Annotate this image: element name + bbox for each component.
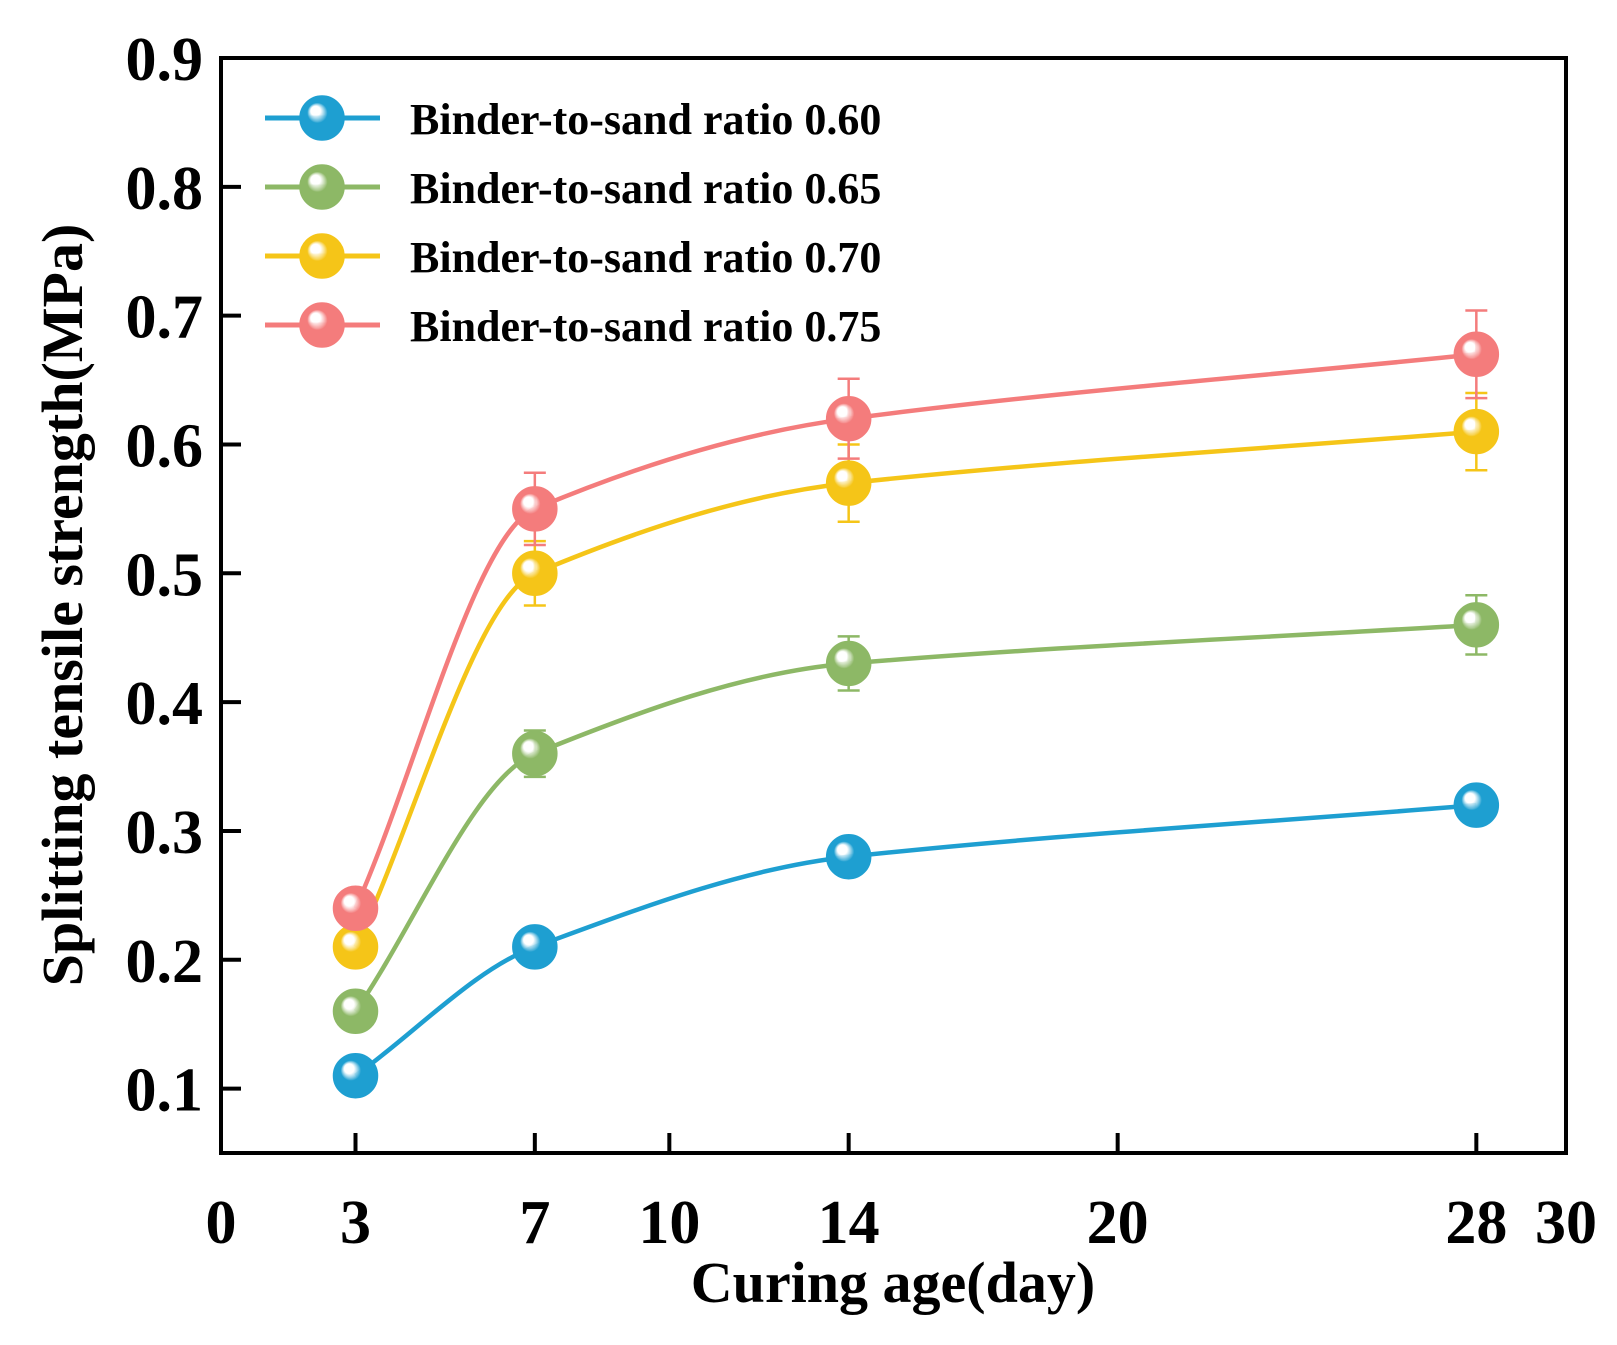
legend-label: Binder-to-sand ratio 0.75 xyxy=(410,302,881,351)
legend-label: Binder-to-sand ratio 0.60 xyxy=(410,95,881,144)
data-point-binder-to-sand-ratio-0-65-day-3 xyxy=(332,988,379,1035)
y-tick-label-0-9: 0.9 xyxy=(126,26,204,94)
x-tick-label-0: 0 xyxy=(206,1189,237,1257)
data-point-binder-to-sand-ratio-0-75-day-7 xyxy=(512,486,558,532)
data-point-binder-to-sand-ratio-0-60-day-3 xyxy=(332,1052,379,1099)
y-axis-title: Splitting tensile strength(MPa) xyxy=(30,224,95,987)
y-tick-label-0-4: 0.4 xyxy=(126,670,204,738)
x-tick-label-3: 3 xyxy=(340,1189,371,1257)
x-tick-label-7: 7 xyxy=(519,1189,550,1257)
data-point-binder-to-sand-ratio-0-75-day-3 xyxy=(332,885,379,931)
x-tick-label-14: 14 xyxy=(818,1189,880,1257)
data-point-binder-to-sand-ratio-0-75-day-28 xyxy=(1453,331,1500,378)
data-point-binder-to-sand-ratio-0-70-day-3 xyxy=(332,924,379,970)
y-tick-label-0-3: 0.3 xyxy=(126,799,204,867)
series-markers xyxy=(332,331,1500,1099)
series-line-binder-to-sand-ratio-0-75 xyxy=(353,352,1477,910)
data-point-binder-to-sand-ratio-0-70-day-7 xyxy=(512,550,558,597)
data-point-binder-to-sand-ratio-0-65-day-7 xyxy=(512,730,558,777)
series-lines xyxy=(353,352,1477,1078)
data-point-binder-to-sand-ratio-0-65-day-28 xyxy=(1453,602,1500,648)
y-tick-label-0-1: 0.1 xyxy=(126,1057,204,1125)
y-tick-label-0-5: 0.5 xyxy=(126,541,204,609)
legend-marker xyxy=(299,164,345,210)
x-tick-label-10: 10 xyxy=(638,1189,700,1257)
series-line-binder-to-sand-ratio-0-70 xyxy=(353,429,1477,948)
data-point-binder-to-sand-ratio-0-60-day-7 xyxy=(512,924,558,970)
legend-entry-binder-to-sand-ratio-0-75: Binder-to-sand ratio 0.75 xyxy=(265,302,881,351)
plot-area-frame xyxy=(219,56,1568,1155)
series-line-binder-to-sand-ratio-0-65 xyxy=(353,622,1477,1013)
legend-entry-binder-to-sand-ratio-0-60: Binder-to-sand ratio 0.60 xyxy=(265,95,881,144)
legend-label: Binder-to-sand ratio 0.65 xyxy=(410,164,881,213)
y-tick-label-0-8: 0.8 xyxy=(126,155,204,223)
y-tick-label-0-2: 0.2 xyxy=(126,928,204,996)
axis-ticks: 0 3 7 10 14 20 28 30 0.1 0.2 0.3 0.4 0.5 0.6 0.7 0.8 0.9 xyxy=(126,26,1598,1257)
data-point-binder-to-sand-ratio-0-60-day-14 xyxy=(825,833,872,880)
data-point-binder-to-sand-ratio-0-75-day-14 xyxy=(825,395,872,442)
legend-label: Binder-to-sand ratio 0.70 xyxy=(410,233,881,282)
legend-entry-binder-to-sand-ratio-0-70: Binder-to-sand ratio 0.70 xyxy=(265,233,881,282)
x-axis-title: Curing age(day) xyxy=(691,1250,1095,1315)
y-tick-label-0-7: 0.7 xyxy=(126,284,204,352)
legend: Binder-to-sand ratio 0.60 Binder-to-sand … xyxy=(265,95,881,351)
data-point-binder-to-sand-ratio-0-70-day-14 xyxy=(825,460,872,506)
legend-marker xyxy=(299,302,345,348)
legend-marker xyxy=(299,95,345,141)
x-tick-label-28: 28 xyxy=(1445,1189,1507,1257)
data-point-binder-to-sand-ratio-0-60-day-28 xyxy=(1453,782,1500,828)
legend-entry-binder-to-sand-ratio-0-65: Binder-to-sand ratio 0.65 xyxy=(265,164,881,213)
data-point-binder-to-sand-ratio-0-65-day-14 xyxy=(825,640,872,687)
x-tick-label-20: 20 xyxy=(1087,1189,1149,1257)
y-tick-label-0-6: 0.6 xyxy=(126,412,204,480)
data-point-binder-to-sand-ratio-0-70-day-28 xyxy=(1453,408,1500,455)
legend-marker xyxy=(299,233,345,279)
series-line-binder-to-sand-ratio-0-60 xyxy=(354,802,1477,1078)
x-tick-label-30: 30 xyxy=(1535,1189,1597,1257)
error-bars xyxy=(523,309,1488,779)
